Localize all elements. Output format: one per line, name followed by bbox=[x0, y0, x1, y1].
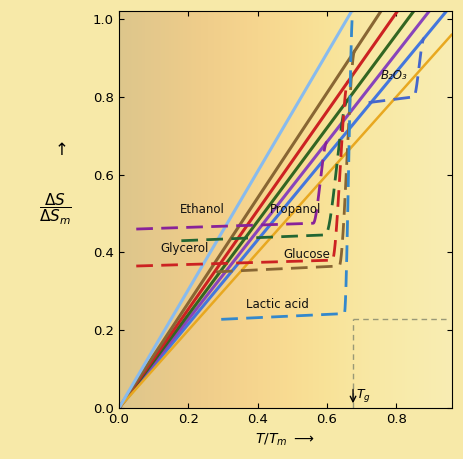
Text: $\dfrac{\Delta S}{\Delta S_m}$: $\dfrac{\Delta S}{\Delta S_m}$ bbox=[39, 192, 72, 227]
Text: $T_g$: $T_g$ bbox=[356, 387, 371, 404]
Text: B₂O₃: B₂O₃ bbox=[381, 69, 407, 82]
Text: Propanol: Propanol bbox=[270, 203, 321, 217]
Text: $\uparrow$: $\uparrow$ bbox=[51, 141, 67, 159]
X-axis label: $T/T_m$ $\longrightarrow$: $T/T_m$ $\longrightarrow$ bbox=[256, 431, 315, 448]
Text: Glucose: Glucose bbox=[284, 248, 331, 261]
Text: Ethanol: Ethanol bbox=[180, 203, 225, 217]
Text: Lactic acid: Lactic acid bbox=[245, 298, 308, 311]
Text: Glycerol: Glycerol bbox=[161, 242, 209, 255]
